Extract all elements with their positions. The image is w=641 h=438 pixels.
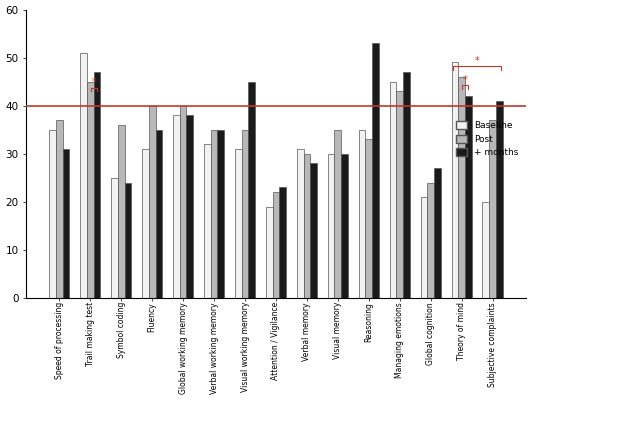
Bar	[390, 81, 396, 298]
Legend: Baseline, Post, + months: Baseline, Post, + months	[453, 118, 521, 160]
Bar	[428, 183, 434, 298]
Bar	[434, 168, 441, 298]
Bar	[396, 91, 403, 298]
Bar	[483, 202, 489, 298]
Bar	[118, 125, 124, 298]
Bar	[335, 130, 341, 298]
Bar	[124, 183, 131, 298]
Bar	[249, 81, 255, 298]
Bar	[87, 81, 94, 298]
Bar	[465, 96, 472, 298]
Bar	[111, 178, 118, 298]
Bar	[187, 115, 194, 298]
Bar	[217, 130, 224, 298]
Bar	[63, 149, 69, 298]
Bar	[403, 72, 410, 298]
Bar	[297, 149, 304, 298]
Bar	[149, 106, 156, 298]
Bar	[365, 139, 372, 298]
Bar	[235, 149, 242, 298]
Bar	[372, 43, 379, 298]
Bar	[420, 197, 428, 298]
Bar	[156, 130, 162, 298]
Bar	[266, 207, 272, 298]
Bar	[358, 130, 365, 298]
Bar	[272, 192, 279, 298]
Bar	[279, 187, 286, 298]
Bar	[56, 120, 63, 298]
Bar	[204, 144, 211, 298]
Text: *: *	[475, 56, 479, 66]
Bar	[242, 130, 249, 298]
Bar	[173, 115, 179, 298]
Bar	[458, 77, 465, 298]
Bar	[94, 72, 101, 298]
Bar	[310, 163, 317, 298]
Bar	[304, 154, 310, 298]
Bar	[489, 120, 496, 298]
Text: *: *	[92, 78, 96, 88]
Text: *: *	[463, 75, 468, 85]
Bar	[496, 101, 503, 298]
Bar	[341, 154, 348, 298]
Bar	[328, 154, 335, 298]
Bar	[142, 149, 149, 298]
Bar	[80, 53, 87, 298]
Bar	[49, 130, 56, 298]
Bar	[451, 62, 458, 298]
Bar	[211, 130, 217, 298]
Bar	[179, 106, 187, 298]
